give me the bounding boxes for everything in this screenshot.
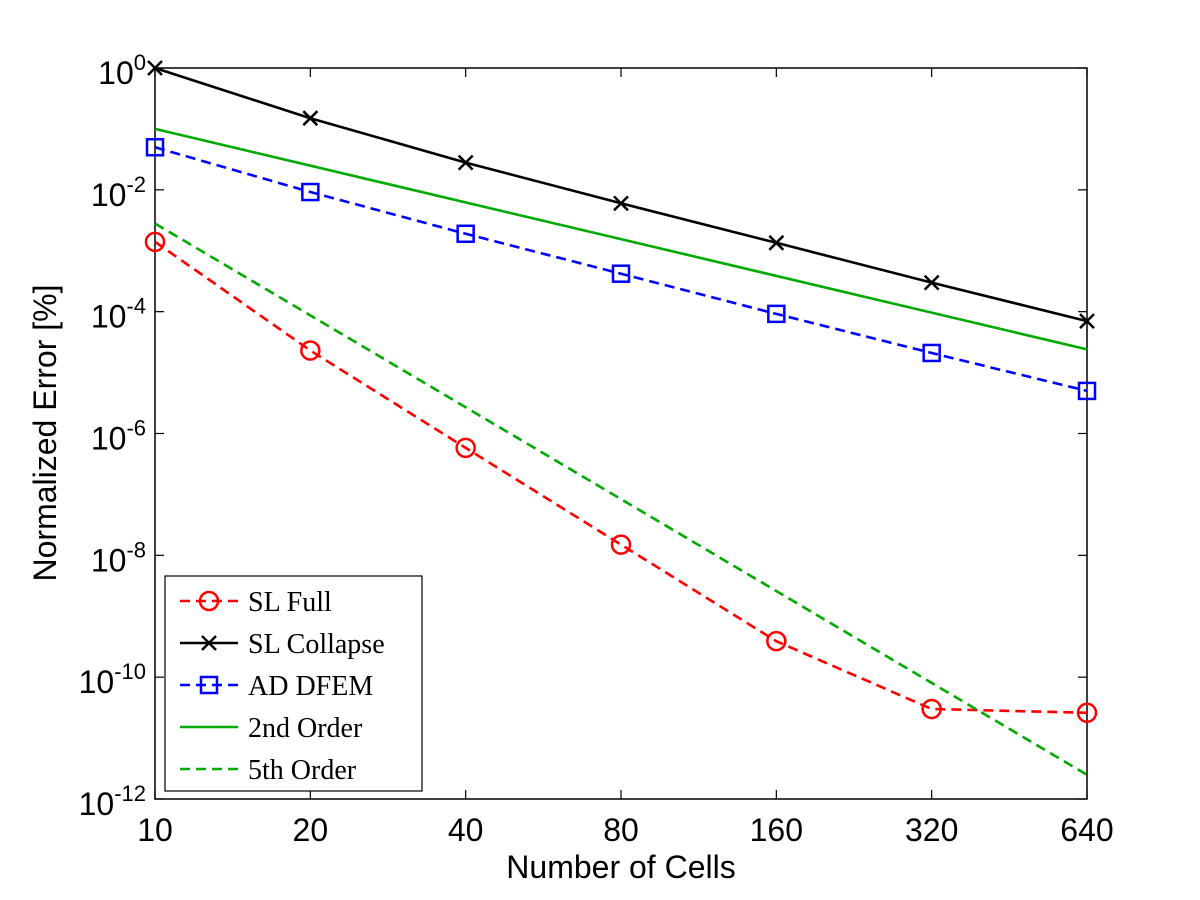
y-tick-base: 10 <box>98 55 134 91</box>
y-tick-exponent: -4 <box>126 294 146 319</box>
y-tick-base: 10 <box>91 542 127 578</box>
y-tick-label: 10-2 <box>91 172 146 213</box>
data-point-ad-dfem <box>145 138 165 157</box>
y-tick-label: 100 <box>98 50 146 91</box>
series-markers <box>144 60 1098 724</box>
data-point-sl-full <box>1076 702 1098 724</box>
y-tick-label: 10-6 <box>91 416 146 457</box>
data-point-sl-full <box>300 340 321 361</box>
legend-label-sl-full: SL Full <box>248 587 332 618</box>
x-tick-label: 40 <box>448 812 484 848</box>
y-tick-exponent: -10 <box>114 659 146 684</box>
legend-label-5th-order: 5th Order <box>248 755 357 786</box>
y-tick-label: 10-10 <box>79 659 146 700</box>
y-tick-base: 10 <box>91 421 127 457</box>
data-point-sl-collapse <box>302 110 319 127</box>
data-point-sl-full <box>766 630 787 652</box>
y-tick-base: 10 <box>91 299 127 335</box>
series-line-ad-dfem <box>154 146 1088 393</box>
data-point-ad-dfem <box>301 182 320 202</box>
data-point-sl-full <box>455 437 476 459</box>
y-tick-label: 10-4 <box>91 294 146 335</box>
data-point-sl-collapse <box>923 274 940 291</box>
marker-stroke <box>923 274 940 291</box>
y-tick-exponent: 0 <box>134 50 146 75</box>
legend-label-2nd-order: 2nd Order <box>248 713 363 744</box>
data-point-sl-full <box>921 698 942 720</box>
y-tick-label: 10-8 <box>91 537 146 578</box>
legend-marker-sl-collapse <box>201 635 217 651</box>
x-tick-label: 80 <box>603 812 639 848</box>
marker-stroke <box>302 110 319 127</box>
series-line-5th-order <box>154 222 1088 776</box>
y-tick-base: 10 <box>91 177 127 213</box>
y-tick-exponent: -12 <box>114 781 146 806</box>
data-point-ad-dfem <box>611 264 631 283</box>
data-point-ad-dfem <box>456 224 475 244</box>
data-point-sl-full <box>144 231 166 253</box>
legend-box <box>164 575 423 792</box>
x-tick-label: 320 <box>905 812 958 848</box>
marker-stroke <box>201 635 217 651</box>
y-tick-exponent: -2 <box>126 172 146 197</box>
marker-stroke <box>147 60 163 76</box>
marker-stroke <box>1079 313 1095 329</box>
legend: SL Full SL Collapse AD DFEM 2nd Order 5th Or… <box>164 575 423 792</box>
data-point-sl-collapse <box>768 234 785 251</box>
y-tick-base: 10 <box>79 786 115 822</box>
series-line-2nd-order <box>154 127 1088 351</box>
marker-stroke <box>457 154 474 171</box>
y-tick-exponent: -6 <box>126 416 146 441</box>
x-tick-label: 640 <box>1060 812 1113 848</box>
data-point-sl-collapse <box>457 154 474 171</box>
legend-marker-sl-full <box>198 590 220 612</box>
legend-label-ad-dfem: AD DFEM <box>248 671 373 702</box>
marker-stroke <box>768 234 785 251</box>
y-tick-exponent: -8 <box>126 537 146 562</box>
x-tick-label: 160 <box>750 812 803 848</box>
marker-stroke <box>613 195 629 212</box>
y-tick-label: 10-12 <box>79 781 146 822</box>
y-tick-base: 10 <box>79 664 115 700</box>
legend-label-sl-collapse: SL Collapse <box>248 629 385 660</box>
data-point-sl-collapse <box>613 195 629 212</box>
data-point-sl-full <box>610 534 632 555</box>
legend-marker-ad-dfem <box>199 675 219 695</box>
data-point-ad-dfem <box>922 343 941 363</box>
data-point-sl-collapse <box>1079 313 1095 329</box>
tick-labels: 10 20 40 80 160 320 64010-1210-1010-810-610-41… <box>79 50 1114 848</box>
x-tick-label: 20 <box>293 812 329 848</box>
axis-ticks <box>154 67 1088 800</box>
data-point-sl-collapse <box>147 60 163 76</box>
x-axis-label: Number of Cells <box>506 849 735 885</box>
data-point-ad-dfem <box>767 304 786 324</box>
data-point-ad-dfem <box>1077 381 1097 401</box>
x-tick-label: 10 <box>137 812 173 848</box>
y-axis-label: Normalized Error [%] <box>27 285 63 582</box>
